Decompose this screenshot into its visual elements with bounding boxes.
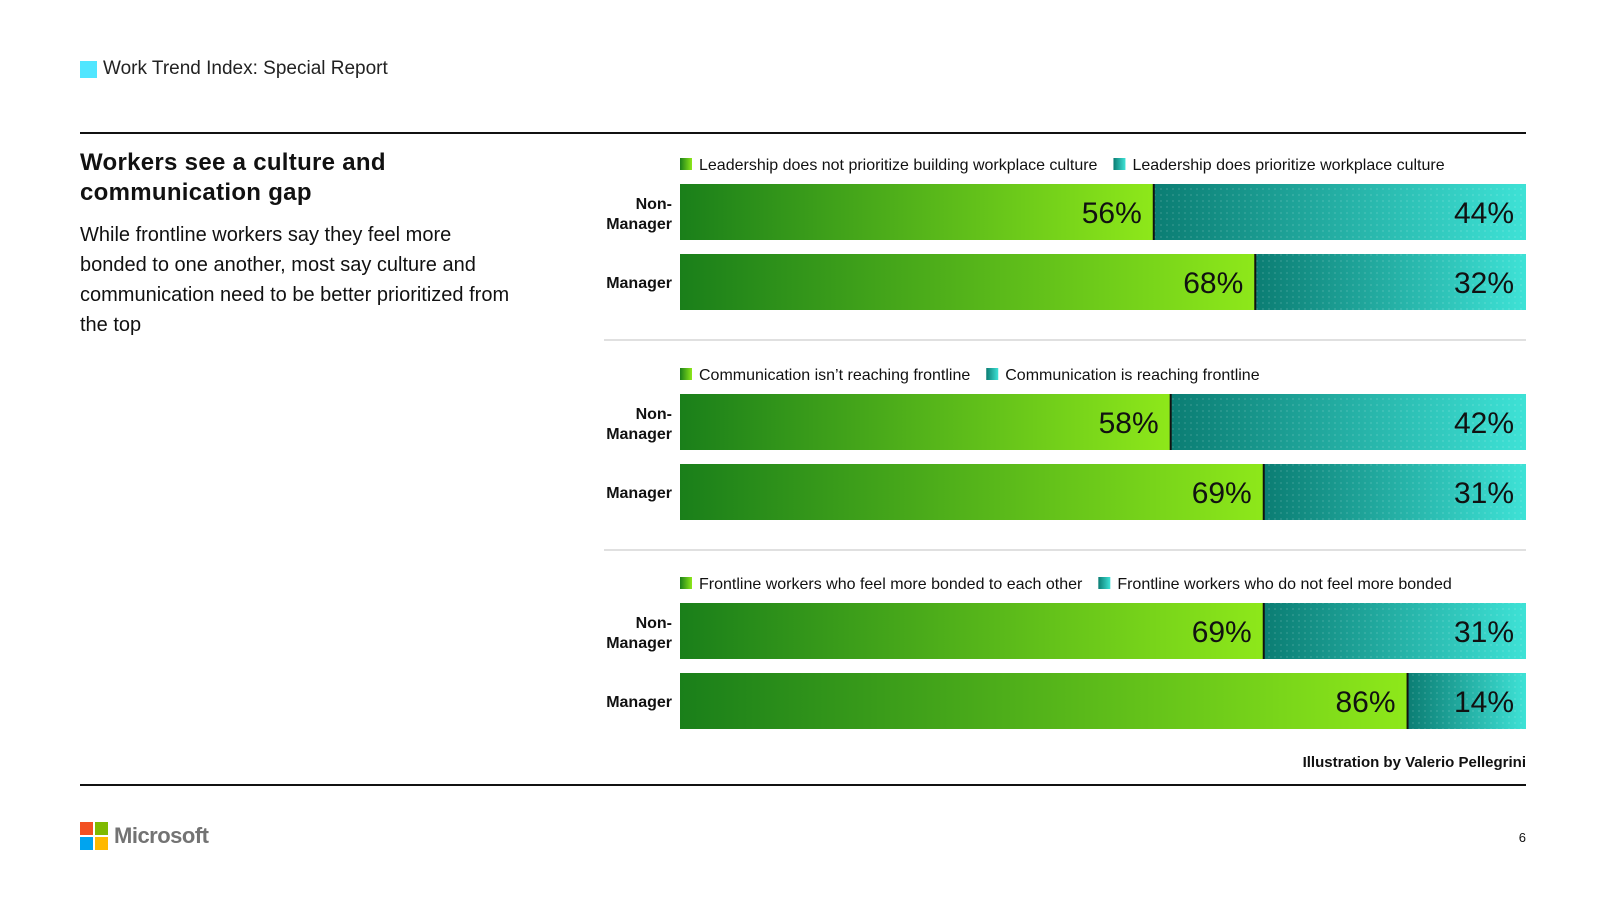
data-label-teal: 31% [1454, 616, 1514, 649]
data-label-green: 58% [1099, 407, 1159, 440]
bar-segment-green [680, 184, 1154, 240]
legend-label: Frontline workers who do not feel more b… [1117, 576, 1451, 593]
row-label: Non-Manager [606, 406, 672, 443]
header-square-icon [80, 60, 97, 78]
bar-segment-green [680, 464, 1264, 520]
bar-divider [1262, 603, 1265, 659]
header-label: Work Trend Index: Special Report [103, 58, 388, 79]
page-number: 6 [1518, 830, 1526, 845]
legend-label: Leadership does not prioritize building … [699, 157, 1098, 174]
brand-wordmark: Microsoft [114, 823, 209, 848]
data-label-green: 86% [1336, 686, 1396, 719]
illustration-credit: Illustration by Valerio Pellegrini [1302, 754, 1526, 771]
bar-texture [1263, 603, 1526, 659]
data-label-green: 56% [1082, 197, 1142, 230]
bar-divider [1262, 464, 1265, 520]
data-label-teal: 32% [1454, 267, 1514, 300]
legend-swatch-green [680, 577, 692, 589]
data-label-green: 69% [1192, 616, 1252, 649]
legend-swatch-green [680, 368, 692, 380]
data-label-teal: 14% [1454, 686, 1514, 719]
data-label-teal: 42% [1454, 407, 1514, 440]
bar-texture [1170, 394, 1526, 450]
row-label: Manager [606, 485, 672, 502]
bar-texture [1255, 254, 1526, 310]
bar-texture [1407, 673, 1526, 729]
row-label: Non-Manager [606, 196, 672, 233]
data-label-teal: 44% [1454, 197, 1514, 230]
top-divider [80, 132, 1526, 134]
bar-divider [1152, 184, 1155, 240]
data-label-green: 68% [1183, 267, 1243, 300]
bar-divider [1169, 394, 1172, 450]
bar-segment-green [680, 394, 1171, 450]
legend-swatch-teal [1113, 158, 1126, 170]
bar-texture [1263, 464, 1526, 520]
legend-label: Leadership does prioritize workplace cul… [1132, 157, 1444, 174]
bar-segment-green [680, 603, 1264, 659]
legend-swatch-teal [986, 368, 999, 380]
bar-texture [1153, 184, 1526, 240]
data-label-green: 69% [1192, 477, 1252, 510]
row-label: Non-Manager [606, 615, 672, 652]
legend-swatch-green [680, 158, 692, 170]
bottom-divider [80, 784, 1526, 786]
legend-label: Communication isn’t reaching frontline [699, 367, 970, 384]
page-description: While frontline workers say they feel mo… [80, 224, 510, 336]
microsoft-logo-icon [80, 822, 108, 850]
bar-segment-green [680, 673, 1408, 729]
report-header: Work Trend Index: Special Report [80, 58, 388, 80]
legend-label: Communication is reaching frontline [1005, 367, 1259, 384]
bar-segment-green [680, 254, 1256, 310]
page-title: Workers see a culture and communication … [80, 149, 386, 206]
bar-divider [1254, 254, 1257, 310]
data-label-teal: 31% [1454, 477, 1514, 510]
row-label: Manager [606, 275, 672, 292]
bar-divider [1406, 673, 1409, 729]
legend-swatch-teal [1098, 577, 1111, 589]
legend-label: Frontline workers who feel more bonded t… [699, 576, 1083, 593]
row-label: Manager [606, 694, 672, 711]
microsoft-logo: Microsoft [80, 822, 209, 850]
